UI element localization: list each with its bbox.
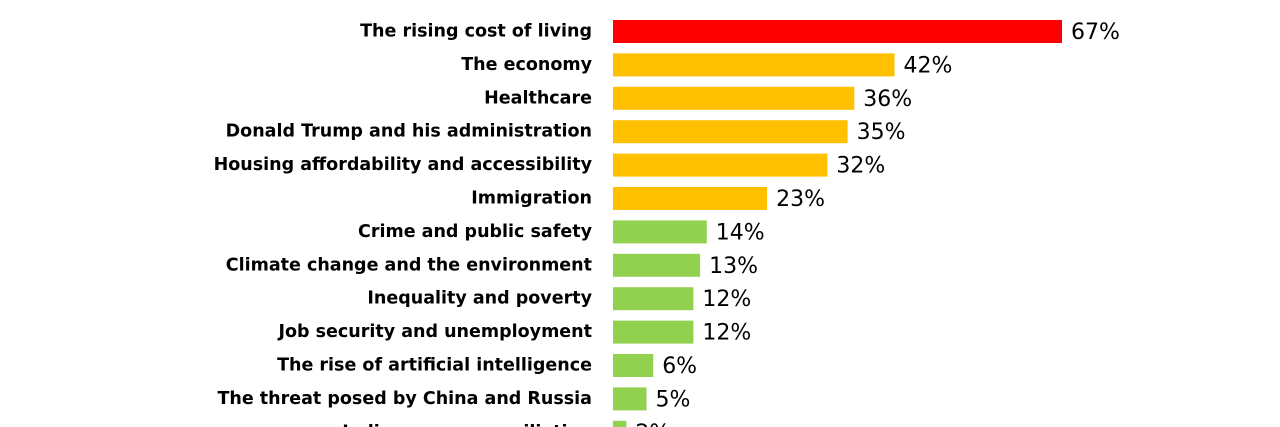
category-label: The rise of artificial intelligence [277, 356, 592, 376]
value-label: 6% [662, 354, 697, 379]
value-label: 5% [656, 387, 691, 412]
value-label: 36% [863, 87, 912, 112]
value-label: 67% [1071, 20, 1120, 45]
category-label: Housing affordability and accessibility [214, 155, 593, 175]
bar [613, 387, 647, 411]
bar [613, 53, 895, 77]
value-label: 32% [836, 154, 885, 179]
category-label: The threat posed by China and Russia [217, 389, 592, 409]
bar [613, 420, 627, 427]
category-label: Climate change and the environment [226, 255, 592, 275]
category-labels-group: The rising cost of living The economy Heal… [214, 22, 593, 427]
value-label: 13% [709, 254, 758, 279]
category-label: The economy [461, 55, 592, 75]
category-label: The rising cost of living [360, 22, 592, 42]
bar [613, 354, 654, 377]
category-label: Crime and public safety [358, 222, 593, 242]
value-label: 42% [904, 53, 953, 78]
value-label: 12% [702, 321, 751, 346]
bar [613, 153, 828, 177]
bar [613, 287, 694, 311]
bar [613, 187, 768, 210]
value-label: 12% [702, 287, 751, 312]
bar [613, 86, 855, 110]
value-label: 23% [776, 187, 825, 212]
category-label: Job security and unemployment [277, 322, 592, 342]
category-label: Healthcare [484, 88, 592, 108]
value-label: 14% [716, 220, 765, 245]
bar [613, 120, 848, 144]
bar [613, 320, 694, 344]
bars-group [613, 20, 1062, 427]
bar [613, 20, 1062, 43]
category-label: Inequality and poverty [367, 289, 592, 309]
bar [613, 253, 701, 277]
bar [613, 220, 707, 244]
value-label: 2% [635, 421, 670, 427]
category-label: Indigenous reconciliation [342, 422, 592, 427]
value-label: 35% [857, 120, 906, 145]
category-label: Immigration [471, 189, 592, 209]
value-labels-group: 67%42%36%35%32%23%14%13%12%12%6%5%2% [635, 20, 1120, 427]
category-label: Donald Trump and his administration [226, 122, 592, 142]
